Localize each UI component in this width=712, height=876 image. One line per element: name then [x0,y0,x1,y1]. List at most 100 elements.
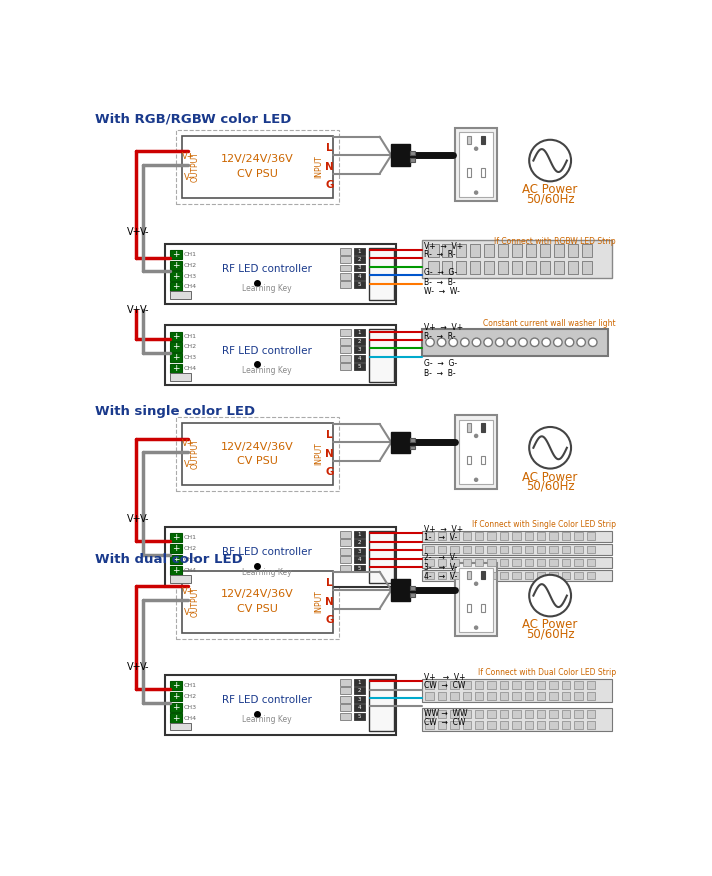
Bar [176,417,340,491]
Bar [165,244,396,304]
Bar [169,575,192,583]
Bar [340,548,351,555]
Bar [369,679,394,731]
Bar [500,710,508,718]
Bar [512,559,520,567]
Bar [169,353,182,363]
Bar [456,244,466,257]
Text: +: + [172,343,179,351]
Bar [471,261,481,274]
Bar [500,559,508,567]
Text: 2: 2 [357,689,361,693]
Bar [537,721,545,729]
Text: L: L [326,144,333,153]
Bar [340,704,351,711]
Bar [165,325,396,385]
Text: V+  →  V+: V+ → V+ [424,242,463,251]
Circle shape [449,338,458,347]
Bar [450,692,459,700]
Bar [354,688,365,694]
Text: 5: 5 [357,566,361,571]
Bar [354,556,365,563]
Circle shape [472,338,481,347]
Bar [425,559,434,567]
Bar [169,566,182,575]
Bar [354,540,365,547]
Text: 5: 5 [357,282,361,287]
Text: CH2: CH2 [184,344,197,350]
Text: 1: 1 [357,680,361,685]
Text: V+: V+ [127,227,141,237]
Text: With RGB/RGBW color LED: With RGB/RGBW color LED [95,113,292,126]
Bar [369,248,394,300]
Bar [354,696,365,703]
Text: CH1: CH1 [184,683,197,689]
Bar [463,710,471,718]
Text: G: G [325,468,333,477]
Text: 3: 3 [357,347,361,352]
Text: +: + [172,544,179,553]
Bar [182,423,333,484]
Bar [481,456,486,464]
Text: 12V/24V/36V: 12V/24V/36V [221,442,294,451]
Bar [475,721,483,729]
Bar [540,244,550,257]
Bar [481,136,486,145]
Circle shape [484,338,493,347]
Bar [487,559,496,567]
Bar [487,721,496,729]
Bar [525,681,533,689]
Circle shape [461,338,469,347]
Bar [182,571,333,632]
Bar [550,546,558,554]
Bar [550,681,558,689]
Bar [512,533,520,540]
Bar [554,261,564,274]
Circle shape [577,338,585,347]
Bar [562,533,570,540]
Bar [463,559,471,567]
Text: With single color LED: With single color LED [95,406,256,419]
Text: +: + [172,364,179,373]
Text: 2-   →  V-: 2- → V- [424,553,457,562]
Bar [410,586,414,590]
Bar [354,679,365,686]
Bar [512,710,520,718]
Text: V-: V- [140,514,150,525]
Bar [425,681,434,689]
Bar [487,572,496,579]
Text: 2: 2 [357,540,361,546]
Bar [587,710,595,718]
Bar [471,244,481,257]
Text: +: + [172,353,179,362]
Bar [512,261,522,274]
Bar [438,710,446,718]
Text: OUTPUT: OUTPUT [191,586,199,618]
Bar [525,546,533,554]
Bar [475,692,483,700]
Text: +: + [172,703,179,712]
Text: CH3: CH3 [184,273,197,279]
Text: CH3: CH3 [184,355,197,360]
Bar [169,703,182,712]
Bar [574,572,582,579]
Text: Constant current wall washer light: Constant current wall washer light [483,319,616,328]
Bar [463,546,471,554]
Bar [340,531,351,538]
Bar [475,681,483,689]
Text: +: + [172,250,179,259]
Text: 2: 2 [357,339,361,343]
Bar [537,710,545,718]
Bar [574,710,582,718]
Text: CW  →  CW: CW → CW [424,718,465,727]
Text: L: L [326,578,333,589]
Text: CH2: CH2 [184,694,197,699]
Text: +: + [172,332,179,341]
Text: +: + [172,692,179,701]
Text: G-  →  G-: G- → G- [424,359,457,368]
Bar [410,159,414,162]
Text: Learning Key: Learning Key [242,285,291,293]
Text: V+: V+ [127,662,141,672]
Circle shape [529,140,571,181]
Bar [537,692,545,700]
